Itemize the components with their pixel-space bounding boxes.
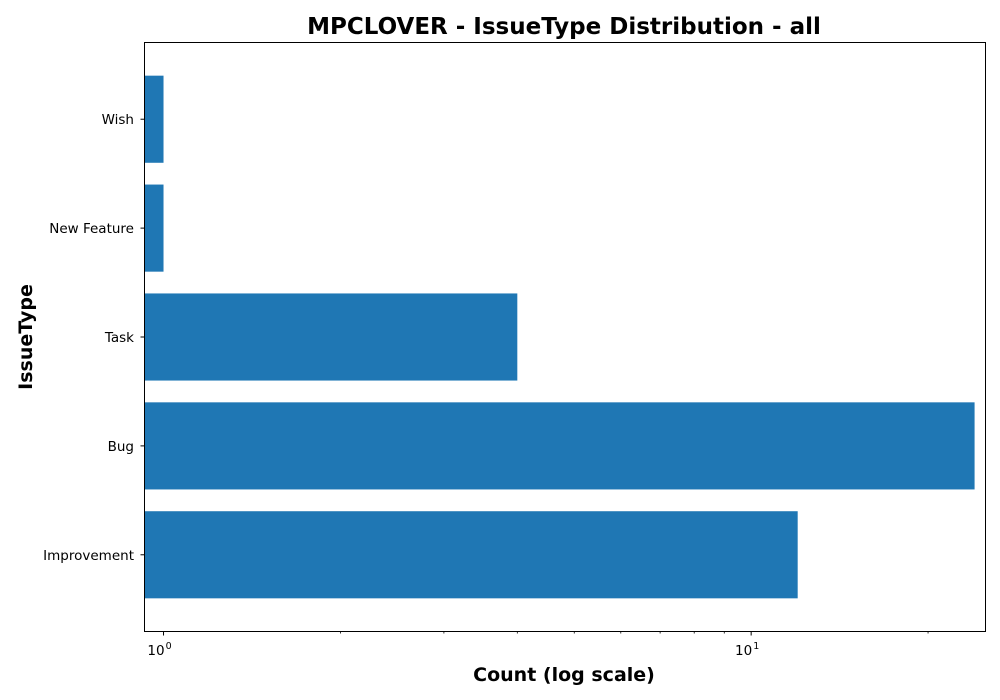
ticks-layer: Improvement Bug Task New Feature Wish 100 101 <box>43 112 929 659</box>
x-axis-label: Count (log scale) <box>473 664 655 686</box>
bar-wish <box>145 75 164 163</box>
bar-new-feature <box>145 184 164 272</box>
bar-task <box>145 293 518 381</box>
y-tick-label-new-feature: New Feature <box>49 221 134 237</box>
bar-improvement <box>145 511 798 599</box>
y-tick-label-improvement: Improvement <box>43 548 134 564</box>
plot-area-frame <box>144 42 986 632</box>
bar-bug <box>145 402 975 490</box>
y-tick-label-bug: Bug <box>108 439 134 455</box>
x-tick-label-1: 100 <box>147 641 171 659</box>
x-tick-label-10: 101 <box>735 641 759 659</box>
y-axis-label: IssueType <box>15 284 37 390</box>
chart-title: MPCLOVER - IssueType Distribution - all <box>307 14 821 40</box>
bars-layer <box>145 75 975 599</box>
y-tick-label-wish: Wish <box>102 112 134 128</box>
y-tick-label-task: Task <box>104 330 134 346</box>
